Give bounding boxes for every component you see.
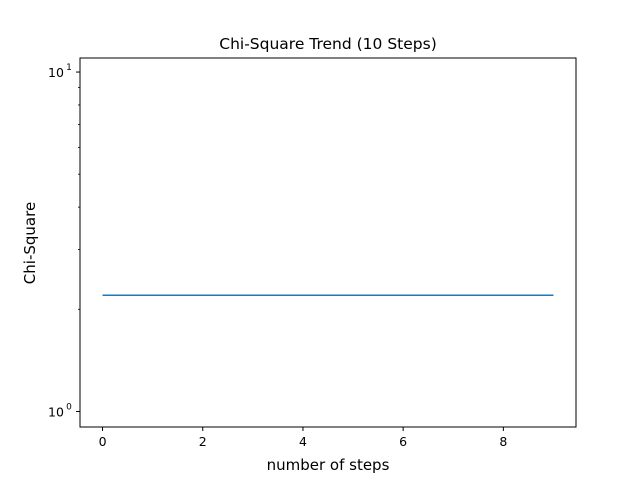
chart-title: Chi-Square Trend (10 Steps) xyxy=(219,35,437,53)
x-tick-label: 4 xyxy=(299,434,307,449)
x-tick-label: 0 xyxy=(99,434,107,449)
x-axis-label: number of steps xyxy=(267,456,390,474)
plot-area xyxy=(79,57,577,428)
y-tick-label: 10 xyxy=(48,404,64,419)
y-tick-label: 10 xyxy=(48,65,64,80)
x-tick-label: 2 xyxy=(199,434,207,449)
x-axis-ticks: 0 2 4 6 8 xyxy=(99,427,507,449)
y-tick-exponent: 1 xyxy=(66,63,72,73)
y-axis-label: Chi-Square xyxy=(21,202,39,284)
x-tick-label: 6 xyxy=(399,434,407,449)
x-tick-label: 8 xyxy=(499,434,507,449)
y-tick-exponent: 0 xyxy=(66,402,72,412)
